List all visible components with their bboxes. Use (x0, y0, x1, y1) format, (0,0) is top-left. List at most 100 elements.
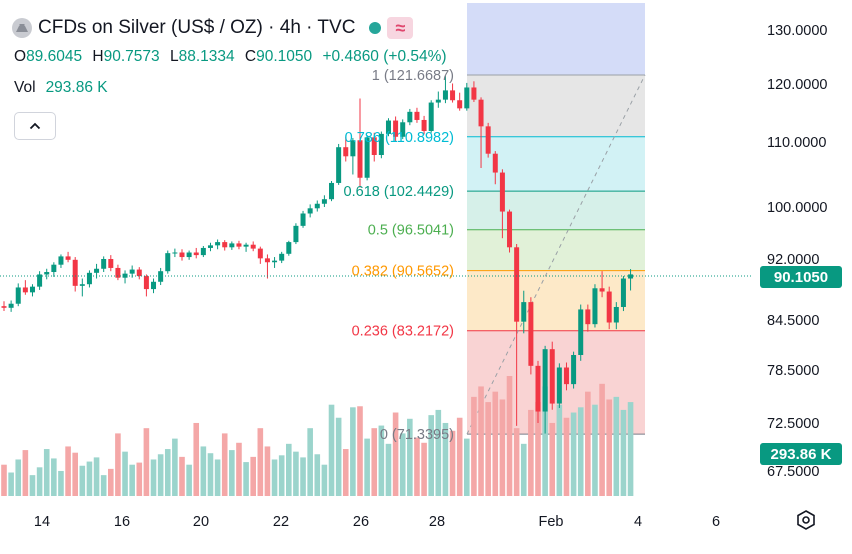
fib-trend-line[interactable] (466, 74, 646, 435)
candle-body (200, 247, 206, 256)
candle-body (215, 242, 221, 246)
candle-body (393, 120, 399, 137)
volume-legend: Vol 293.86 K (14, 79, 108, 97)
candle-body (236, 243, 242, 247)
time-axis[interactable]: 14 16 20 22 26 28 Feb 4 6 (34, 514, 720, 530)
candle-body (257, 248, 263, 259)
time-tick-label: 22 (273, 514, 289, 530)
candle-body (485, 126, 491, 154)
close-value: 90.1050 (256, 48, 313, 65)
volume-bar (51, 458, 57, 496)
volume-bar (43, 449, 50, 496)
candle-body (94, 268, 100, 273)
symbol-title[interactable]: CFDs on Silver (US$ / OZ) · 4h · TVC (38, 17, 356, 38)
volume-bar (29, 475, 36, 496)
volume-price-tag: 293.86 K (760, 443, 842, 465)
candle-body (428, 102, 434, 131)
candle-body (1, 306, 7, 308)
candle-body (101, 259, 107, 269)
silver-symbol-icon (12, 18, 32, 38)
volume-bar (563, 417, 570, 496)
symbol-title-row[interactable]: CFDs on Silver (US$ / OZ) · 4h · TVC ≈ (12, 14, 414, 42)
price-tick-label: 84.5000 (767, 313, 819, 329)
volume-bar (456, 417, 463, 496)
candle-body (58, 256, 64, 265)
time-tick-label: Feb (539, 514, 564, 530)
volume-bar (157, 454, 164, 496)
candle-body (450, 90, 456, 101)
candle-body (350, 140, 356, 157)
volume-bar (485, 402, 491, 496)
candle-body (343, 147, 349, 157)
volume-bar (58, 470, 64, 496)
fib-extension-zone (467, 3, 645, 75)
volume-label: Vol (14, 79, 36, 96)
volume-bar (214, 459, 221, 496)
candle-body (357, 140, 363, 178)
volume-bar (592, 404, 598, 496)
volume-bar (364, 438, 370, 496)
candle-body (22, 287, 28, 293)
volume-bar (549, 422, 556, 496)
fib-level-label: 0.382 (90.5652) (352, 264, 454, 280)
candle-body (378, 133, 384, 155)
volume-bar (435, 409, 442, 496)
volume-bar (613, 396, 620, 496)
candle-body (193, 252, 199, 256)
volume-bar (513, 428, 520, 496)
candle-body (535, 365, 541, 412)
volume-bar (65, 446, 71, 496)
candle-body (407, 111, 413, 123)
high-value: 90.7573 (103, 48, 160, 65)
candle-body (72, 259, 78, 286)
volume-bar (236, 442, 242, 496)
candle-body (186, 252, 192, 258)
candle-body (44, 272, 50, 275)
wave-icon[interactable]: ≈ (387, 17, 414, 39)
candle-body (613, 306, 619, 323)
candle-body (65, 256, 71, 260)
volume-bar (129, 464, 135, 496)
fib-retracement[interactable] (466, 3, 646, 435)
volume-value: 293.86 K (45, 79, 108, 96)
volume-bar (442, 422, 449, 496)
fib-level-label: 1 (121.6687) (372, 68, 454, 84)
collapse-legend-button[interactable] (14, 112, 56, 140)
candle-body (229, 243, 235, 248)
candle-body (371, 137, 377, 155)
volume-bar (179, 456, 185, 496)
volume-bar (36, 467, 43, 496)
candle-body (585, 309, 591, 325)
volume-bar (378, 425, 385, 496)
candle-body (158, 271, 164, 282)
candle-body (143, 276, 149, 290)
ohlc-values: O89.6045 H90.7573 L88.1334 C90.1050 +0.4… (14, 48, 447, 65)
price-tick-label: 130.0000 (767, 23, 827, 39)
candle-body (264, 258, 270, 263)
candle-body (279, 253, 285, 261)
candle-body (179, 252, 185, 258)
volume-bar (328, 404, 335, 496)
chart-settings-button[interactable] (792, 506, 820, 534)
candle-body (250, 244, 256, 249)
volume-bar (371, 428, 378, 496)
volume-bar (478, 386, 484, 496)
volume-bar (464, 438, 470, 496)
candle-body (442, 90, 448, 100)
volume-bar (143, 428, 150, 496)
price-tick-label: 110.0000 (767, 135, 826, 151)
volume-bar (535, 402, 541, 496)
candle-body (471, 87, 477, 100)
time-tick-label: 4 (634, 514, 642, 530)
market-open-status-icon[interactable] (369, 22, 382, 34)
volume-bar (307, 428, 313, 496)
volume-bar (399, 433, 406, 496)
candle-body (478, 99, 484, 127)
volume-bar (606, 399, 612, 496)
volume-bar (278, 455, 285, 496)
volume-bar (8, 472, 14, 496)
price-axis[interactable]: 130.0000 120.0000 110.0000 100.0000 92.0000 8… (767, 23, 827, 480)
time-tick-label: 6 (712, 514, 720, 530)
volume-bar (570, 412, 577, 496)
